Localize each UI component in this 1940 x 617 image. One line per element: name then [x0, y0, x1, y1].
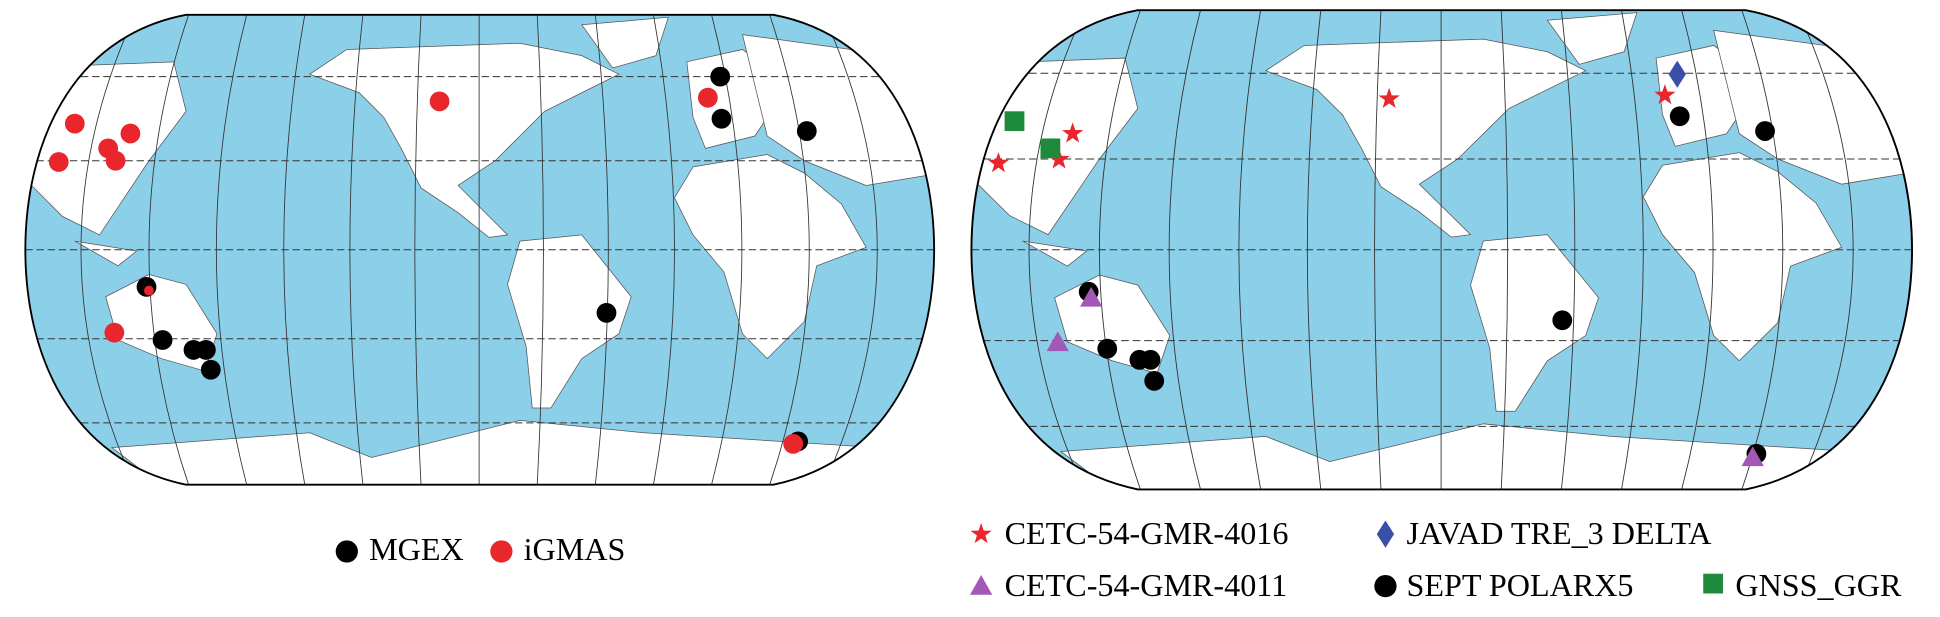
legend-label: CETC-54-GMR-4016 [1005, 515, 1289, 551]
station-square [1004, 111, 1025, 132]
station-dot [1374, 574, 1397, 598]
legends: MGEX iGMAS CETC-54-GMR-4016 JAVAD TRE_3 … [369, 515, 1902, 603]
station-dot [105, 150, 126, 171]
station-dot [152, 330, 173, 350]
station-dot [104, 322, 125, 343]
legend-label: CETC-54-GMR-4011 [1005, 567, 1288, 603]
station-dot [1669, 106, 1690, 127]
station-star [1654, 84, 1676, 105]
station-dot [64, 113, 85, 134]
station-triangle [970, 574, 993, 595]
station-dot [1552, 310, 1573, 331]
station-star [1378, 87, 1400, 108]
station-dot [120, 123, 141, 144]
station-dot [1097, 338, 1118, 359]
station-dot [200, 359, 221, 380]
legend-label: JAVAD TRE_3 DELTA [1406, 515, 1711, 551]
station-markers [48, 60, 1775, 598]
legend-label: GNSS_GGR [1735, 567, 1902, 603]
station-star [1048, 148, 1070, 169]
station-star [1061, 122, 1084, 143]
station-dot [711, 108, 732, 129]
station-star [987, 152, 1010, 173]
right-map [965, 10, 1918, 499]
station-dot [144, 285, 154, 296]
station-dot [48, 152, 69, 172]
station-triangle [1741, 446, 1764, 467]
station-dot [710, 66, 731, 87]
station-dot [195, 340, 216, 360]
station-dot [1140, 349, 1161, 370]
legend-label: iGMAS [524, 531, 626, 567]
station-dot [697, 87, 718, 108]
station-diamond [1376, 520, 1395, 548]
legend-label: SEPT POLARX5 [1406, 567, 1633, 603]
station-triangle [1080, 286, 1103, 307]
left-map [19, 15, 940, 495]
station-star [970, 523, 992, 544]
station-square [1703, 573, 1724, 594]
station-dot [1755, 121, 1775, 141]
station-dot [796, 121, 817, 141]
station-dot [596, 302, 617, 323]
station-dot [429, 91, 450, 112]
station-square [1040, 138, 1061, 159]
station-triangle [1046, 331, 1069, 352]
station-dot [335, 540, 358, 563]
legend-label: MGEX [369, 531, 464, 567]
station-dot [783, 434, 804, 454]
station-dot [1144, 370, 1165, 391]
station-dot [490, 540, 513, 563]
